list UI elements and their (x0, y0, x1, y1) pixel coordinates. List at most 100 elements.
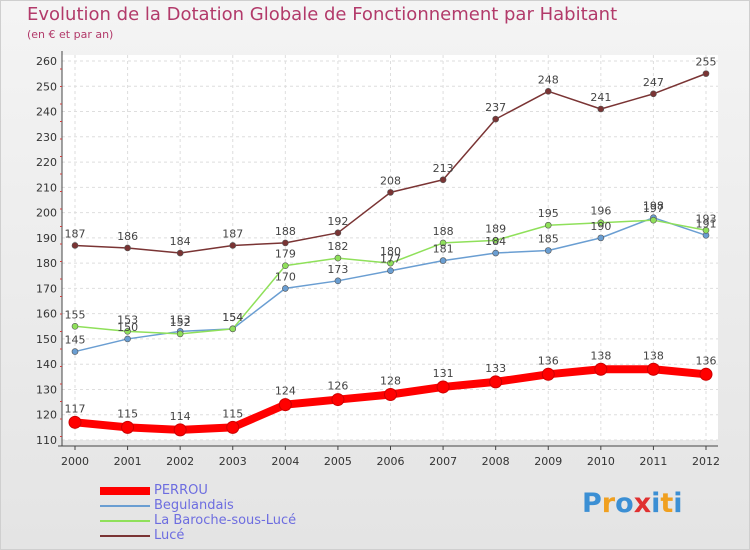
data-label: 153 (117, 313, 138, 326)
y-tick-label: 220 (36, 156, 57, 169)
logo-letter: P (582, 488, 602, 519)
y-tick-label: 230 (36, 131, 57, 144)
data-label: 115 (222, 407, 243, 420)
data-label: 153 (170, 313, 191, 326)
y-tick-label: 140 (36, 358, 57, 371)
x-tick-label: 2010 (587, 455, 615, 468)
data-point-0 (68, 415, 82, 429)
x-tick-label: 2003 (219, 455, 247, 468)
x-tick-label: 2007 (429, 455, 457, 468)
data-point-0 (173, 423, 187, 437)
y-tick-label: 250 (36, 80, 57, 93)
data-point-2 (544, 221, 552, 229)
data-point-0 (331, 393, 345, 407)
legend-label-perrou: PERROU (154, 483, 208, 498)
data-label: 131 (433, 367, 454, 380)
data-point-2 (334, 254, 342, 262)
data-label: 117 (65, 402, 86, 415)
data-label: 136 (538, 354, 559, 367)
data-point-0 (541, 367, 555, 381)
data-point-3 (702, 70, 710, 77)
data-label: 124 (275, 385, 296, 398)
x-tick-label: 2001 (114, 455, 142, 468)
logo-letter: r (601, 488, 616, 519)
x-tick-label: 2002 (166, 455, 194, 468)
chart-title: Evolution de la Dotation Globale de Fonc… (27, 4, 618, 25)
data-point-2 (650, 216, 657, 224)
data-label: 213 (433, 162, 454, 175)
data-point-2 (597, 219, 605, 227)
data-label: 177 (380, 253, 401, 266)
data-label: 188 (275, 225, 296, 238)
data-point-3 (387, 189, 394, 196)
y-tick-label: 130 (36, 383, 57, 396)
data-label: 138 (643, 349, 664, 362)
data-point-2 (439, 239, 447, 247)
data-label: 145 (65, 334, 86, 347)
y-tick-label: 170 (36, 282, 57, 295)
data-label: 247 (643, 76, 664, 89)
data-point-3 (492, 115, 499, 123)
data-point-0 (646, 362, 660, 376)
data-point-0 (384, 388, 397, 402)
legend-swatch-begulandais (100, 505, 150, 507)
data-label: 192 (327, 215, 348, 228)
data-point-2 (282, 262, 289, 269)
logo-letter: i (673, 488, 683, 519)
y-tick-label: 120 (36, 409, 57, 422)
data-point-1 (71, 348, 79, 355)
data-label: 184 (485, 235, 506, 248)
x-tick-label: 2012 (692, 455, 720, 468)
data-point-1 (282, 285, 289, 292)
y-tick-label: 180 (36, 257, 57, 270)
logo-letter: x (633, 488, 652, 519)
x-tick-label: 2000 (61, 455, 89, 468)
data-label: 154 (222, 311, 243, 324)
data-point-3 (650, 90, 657, 98)
data-label: 185 (538, 233, 559, 246)
data-point-1 (334, 277, 342, 285)
y-tick-label: 210 (36, 181, 57, 194)
data-point-3 (282, 239, 289, 247)
legend-swatch-la-baroche (100, 520, 150, 522)
data-point-1 (439, 257, 447, 264)
legend-label-begulandais: Begulandais (154, 498, 234, 513)
data-label: 155 (65, 308, 86, 321)
data-point-1 (124, 335, 131, 343)
data-label: 191 (696, 217, 717, 230)
data-point-0 (226, 420, 240, 434)
data-label: 237 (485, 101, 506, 114)
data-label: 197 (643, 202, 664, 215)
data-label: 190 (590, 220, 611, 233)
data-point-0 (121, 420, 135, 434)
y-tick-label: 150 (36, 333, 57, 346)
data-label: 186 (117, 230, 138, 243)
data-label: 248 (538, 73, 559, 86)
chart-subtitle: (en € et par an) (27, 28, 114, 41)
legend-label-luce: Lucé (154, 528, 185, 543)
data-point-0 (699, 367, 713, 381)
legend-swatch-perrou (100, 487, 150, 495)
data-label: 154 (222, 311, 243, 324)
data-label: 187 (222, 227, 243, 240)
x-tick-label: 2004 (271, 455, 299, 468)
data-label: 187 (65, 227, 86, 240)
data-point-2 (176, 330, 184, 338)
data-label: 114 (170, 410, 191, 423)
data-point-3 (544, 88, 552, 95)
data-label: 128 (380, 375, 401, 388)
data-point-3 (124, 244, 131, 252)
x-tick-label: 2011 (639, 455, 667, 468)
x-tick-label: 2005 (324, 455, 352, 468)
data-label: 241 (590, 91, 611, 104)
data-label: 188 (433, 225, 454, 238)
data-point-1 (492, 249, 499, 257)
data-label: 255 (696, 56, 717, 69)
data-label: 133 (485, 362, 506, 375)
y-tick-label: 190 (36, 232, 57, 245)
logo-letter: i (651, 488, 661, 519)
x-tick-label: 2006 (377, 455, 405, 468)
data-point-3 (334, 229, 342, 237)
data-point-2 (71, 322, 79, 330)
